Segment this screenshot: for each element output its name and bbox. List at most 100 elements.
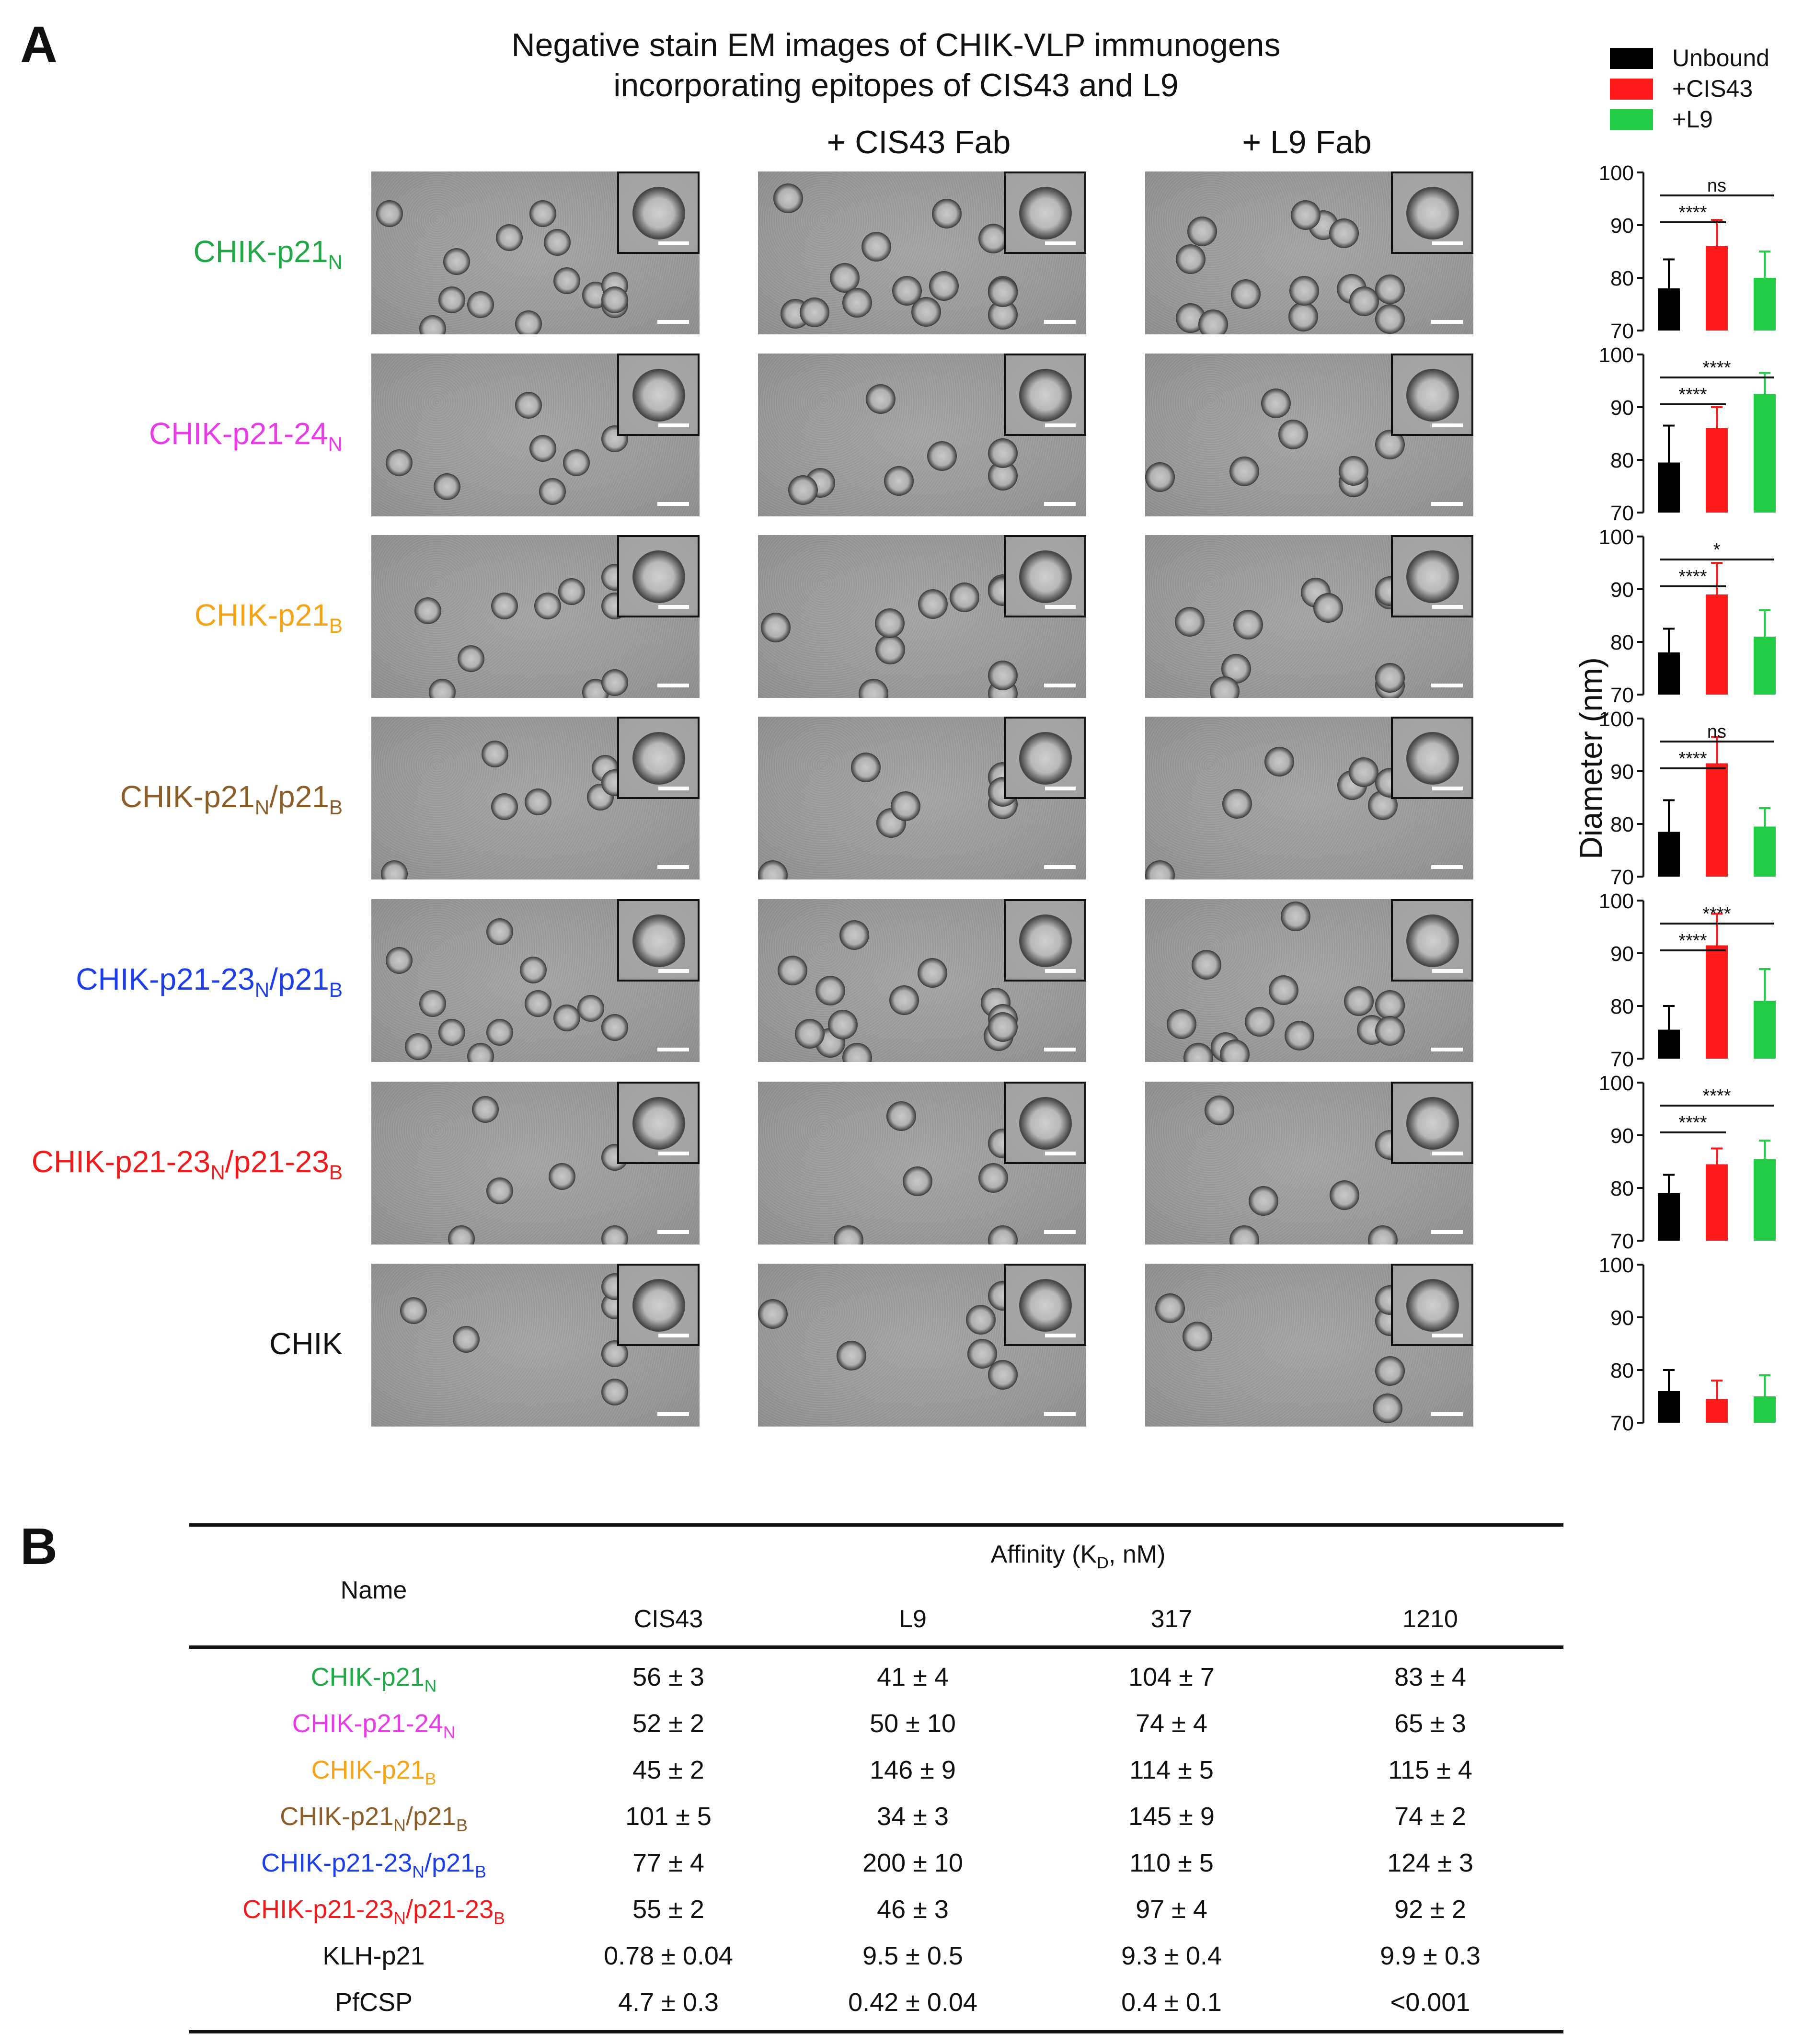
label-base: KLH-p21 <box>322 1941 425 1970</box>
table-cell: 77 ± 4 <box>632 1849 704 1877</box>
bar-unbound <box>1658 462 1680 513</box>
inset-particle <box>1019 1279 1072 1332</box>
y-tick-label: 70 <box>1610 684 1634 707</box>
vlp-particle <box>1375 663 1405 693</box>
vlp-particle <box>988 1359 1018 1390</box>
label-sub: N <box>328 433 343 456</box>
inset-scale-bar <box>1045 1152 1076 1155</box>
vlp-particle <box>988 438 1018 468</box>
scale-bar <box>1044 502 1076 506</box>
vlp-particle <box>472 1096 499 1123</box>
table-cell: 45 ± 2 <box>632 1756 704 1784</box>
bar-panel-6: 70 80 90 100 <box>1599 1254 1776 1435</box>
vlp-particle <box>861 231 892 262</box>
inset-scale-bar <box>1432 241 1463 245</box>
y-tick-label: 100 <box>1599 708 1634 731</box>
scale-bar <box>1431 1048 1463 1051</box>
inset-particle <box>1019 550 1072 603</box>
scale-bar <box>1431 320 1463 324</box>
vlp-particle <box>515 310 542 334</box>
vlp-particle <box>1198 309 1228 334</box>
vlp-particle <box>815 975 846 1005</box>
figure-title-line-2: incorporating epitopes of CIS43 and L9 <box>613 67 1179 103</box>
label-base: CHIK-p21 <box>120 779 255 814</box>
vlp-particle <box>1233 610 1263 640</box>
scale-bar <box>657 502 689 506</box>
vlp-particle <box>601 1225 628 1245</box>
vlp-particle <box>486 1177 513 1204</box>
bar-unbound <box>1658 652 1680 695</box>
bar-l9 <box>1754 826 1776 877</box>
table-bottom-rule <box>189 2030 1563 2033</box>
vlp-particle <box>405 1033 432 1060</box>
vlp-particle <box>1244 1006 1275 1037</box>
label-base: CHIK-p21-23 <box>31 1144 211 1179</box>
vlp-particle <box>932 199 962 229</box>
em-image-row1-col1 <box>758 354 1086 516</box>
em-image-row2-col0 <box>371 535 700 698</box>
bar-unbound <box>1658 832 1680 877</box>
vlp-particle <box>1269 975 1299 1005</box>
vlp-particle <box>1166 1009 1196 1039</box>
label-sub: N <box>254 796 270 819</box>
diameter-bar-charts: 708090100****ns708090100********70809010… <box>1599 161 1776 1435</box>
table-row-name-3: CHIK-p21N/p21B <box>182 1802 565 1834</box>
scale-bar <box>1431 502 1463 506</box>
y-tick-label: 80 <box>1610 449 1634 472</box>
zoom-inset <box>1391 1264 1473 1346</box>
table-cell: 74 ± 4 <box>1136 1709 1207 1738</box>
y-tick-label: 80 <box>1610 813 1634 836</box>
legend-label-unbound: Unbound <box>1672 45 1769 71</box>
vlp-particle <box>434 473 460 500</box>
vlp-particle <box>1229 456 1260 486</box>
vlp-particle <box>1375 274 1405 304</box>
inset-particle <box>1406 1097 1459 1150</box>
vlp-particle <box>544 229 571 256</box>
table-cell: 34 ± 3 <box>877 1802 949 1831</box>
inset-scale-bar <box>1045 969 1076 973</box>
table-cell: <0.001 <box>1390 1988 1470 2017</box>
label-base: CHIK-p21-23 <box>76 962 255 996</box>
y-tick-label: 80 <box>1610 267 1634 290</box>
table-row-name-1: CHIK-p21-24N <box>182 1709 565 1741</box>
vlp-particle <box>601 286 628 313</box>
scale-bar <box>1044 1048 1076 1051</box>
vlp-particle <box>1344 986 1374 1016</box>
legend-swatch-unbound <box>1610 48 1653 69</box>
scale-bar <box>657 1230 689 1234</box>
scale-bar <box>657 320 689 324</box>
vlp-particle <box>794 1018 825 1049</box>
vlp-particle <box>929 271 959 301</box>
bar-l9 <box>1754 278 1776 331</box>
table-cell: 0.4 ± 0.1 <box>1121 1988 1222 2017</box>
inset-scale-bar <box>658 787 689 790</box>
inset-scale-bar <box>1432 423 1463 427</box>
significance-label: **** <box>1702 358 1731 378</box>
label-sub: N <box>424 1676 437 1696</box>
em-image-row1-col2 <box>1145 354 1473 516</box>
inset-scale-bar <box>658 969 689 973</box>
scale-bar <box>1044 684 1076 687</box>
inset-particle <box>632 1279 685 1332</box>
bar-l9 <box>1754 1159 1776 1241</box>
scale-bar <box>657 1412 689 1416</box>
y-tick-label: 100 <box>1599 161 1634 185</box>
inset-particle <box>632 187 685 240</box>
scale-bar <box>1044 1412 1076 1416</box>
vlp-particle <box>443 248 470 275</box>
bar-l9 <box>1754 394 1776 513</box>
em-image-row3-col0 <box>371 717 700 879</box>
zoom-inset <box>1004 354 1086 436</box>
vlp-particle <box>467 1043 494 1062</box>
inset-particle <box>1019 369 1072 422</box>
y-tick-label: 70 <box>1610 1230 1634 1253</box>
row-label-3: CHIK-p21N/p21B <box>120 779 343 817</box>
vlp-particle <box>534 593 561 619</box>
y-tick-label: 100 <box>1599 1072 1634 1095</box>
significance-label: * <box>1713 540 1721 560</box>
row-label-6: CHIK <box>269 1326 343 1361</box>
vlp-particle <box>842 287 872 318</box>
vlp-particle <box>828 1010 858 1040</box>
label-base: CHIK-p21-23 <box>261 1849 413 1877</box>
